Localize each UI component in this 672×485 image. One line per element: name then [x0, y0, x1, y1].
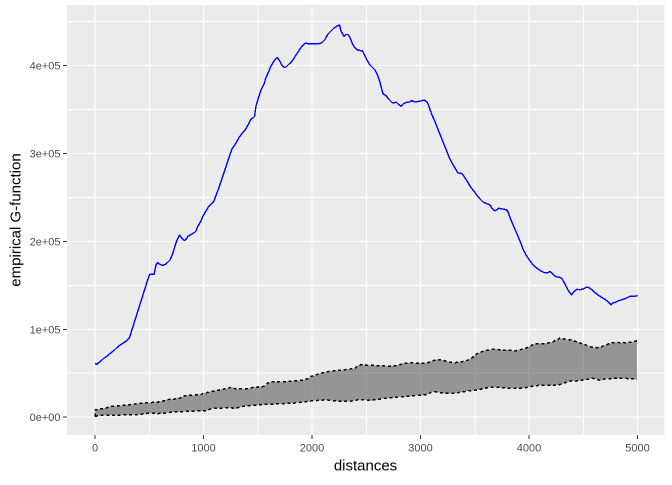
svg-text:5000: 5000: [625, 442, 649, 454]
svg-text:distances: distances: [334, 457, 397, 474]
svg-text:empirical G-function: empirical G-function: [8, 153, 25, 286]
svg-text:1e+05: 1e+05: [30, 325, 61, 337]
svg-text:3000: 3000: [408, 442, 432, 454]
svg-text:4000: 4000: [517, 442, 541, 454]
svg-text:0: 0: [92, 442, 98, 454]
svg-text:4e+05: 4e+05: [30, 61, 61, 73]
svg-text:2000: 2000: [300, 442, 324, 454]
svg-text:0e+00: 0e+00: [30, 412, 61, 424]
svg-text:1000: 1000: [191, 442, 215, 454]
svg-text:3e+05: 3e+05: [30, 149, 61, 161]
svg-text:2e+05: 2e+05: [30, 237, 61, 249]
